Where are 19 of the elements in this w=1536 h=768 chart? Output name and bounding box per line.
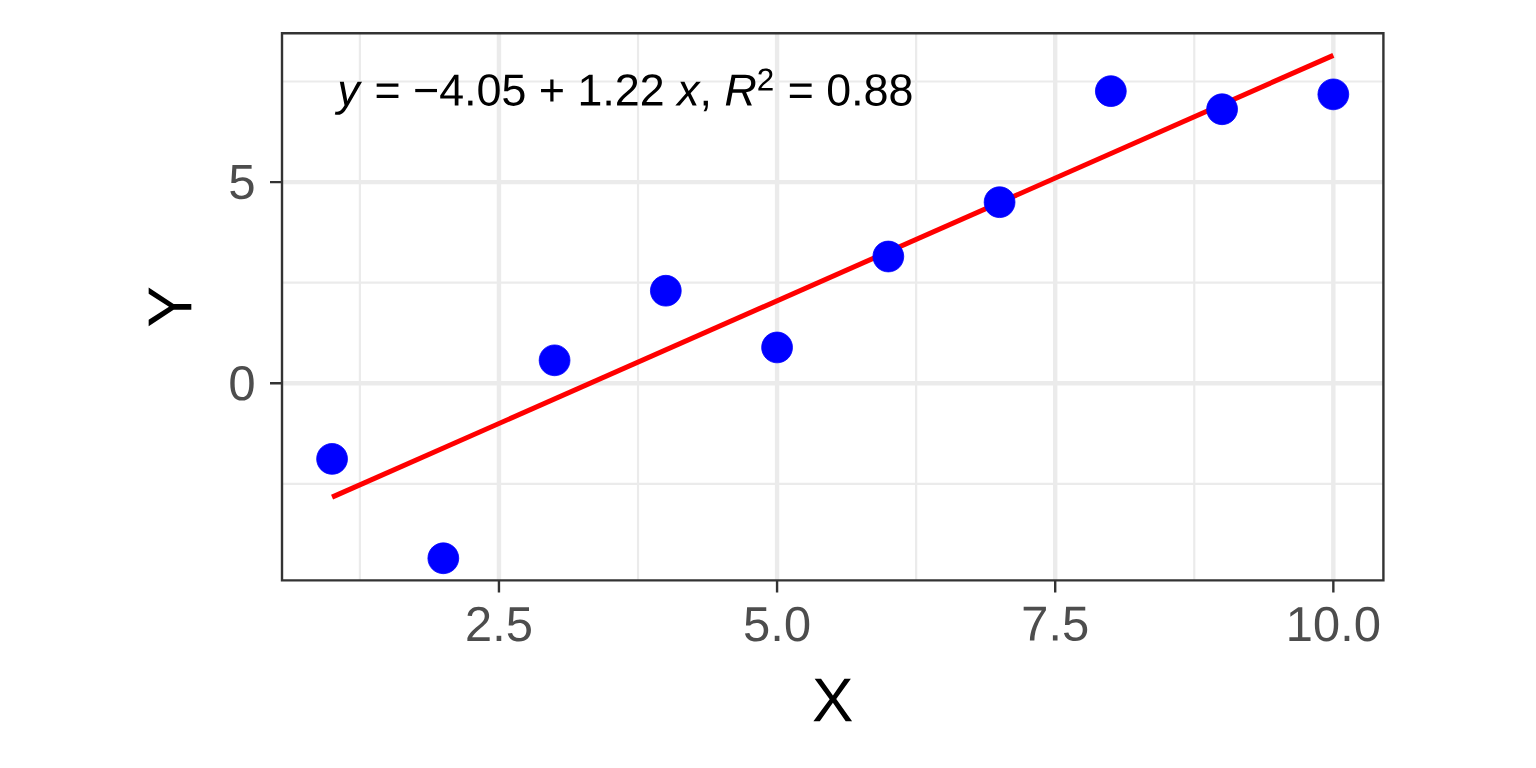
- y-axis-title: Y: [148, 287, 192, 327]
- point: [427, 542, 460, 575]
- x-tick-label: 7.5: [1023, 606, 1088, 641]
- x-tick-label: 5.0: [745, 606, 810, 642]
- annotation: y = −4.05 + 1.22 x, R$^{2}$ = 0.88: [334, 68, 912, 115]
- x-tick-label: 2.5: [467, 606, 531, 642]
- point: [1317, 78, 1350, 111]
- point: [983, 186, 1016, 218]
- point: [872, 240, 905, 273]
- point: [316, 443, 348, 475]
- point: [1095, 75, 1127, 107]
- point: [650, 274, 682, 307]
- point: [1206, 93, 1238, 126]
- point: [538, 344, 571, 377]
- x-tick-label: 10.0: [1289, 606, 1380, 642]
- y-tick-label: 5: [230, 164, 254, 200]
- point: [761, 331, 793, 364]
- x-axis-title: X: [813, 678, 853, 722]
- y-tick-label: 0: [230, 365, 254, 401]
